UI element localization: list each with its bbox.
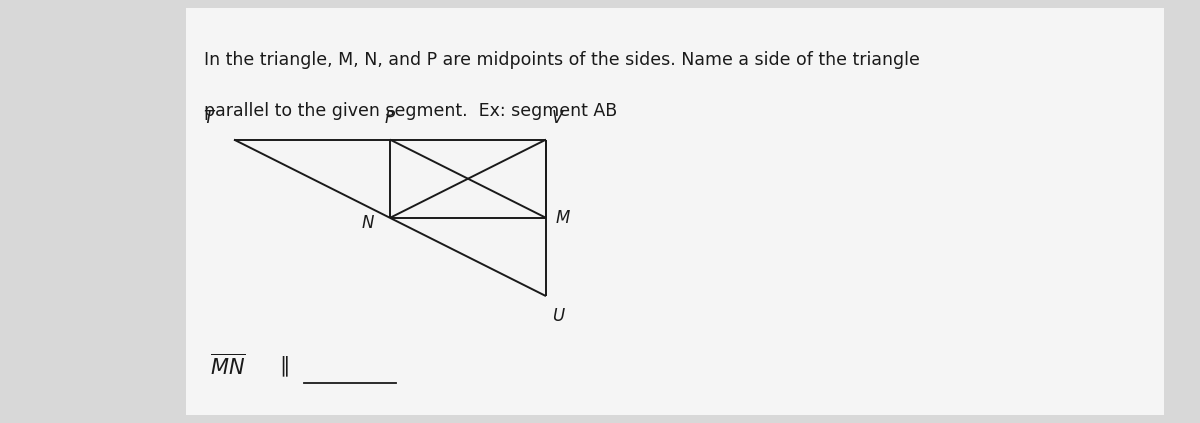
Text: parallel to the given segment.  Ex: segment AB: parallel to the given segment. Ex: segme… <box>204 102 617 120</box>
Text: M: M <box>556 209 570 227</box>
Text: T: T <box>204 109 214 127</box>
Text: N: N <box>362 214 374 232</box>
Text: P: P <box>385 109 395 127</box>
Text: V: V <box>552 109 563 127</box>
Text: ∥: ∥ <box>280 356 290 376</box>
Text: $\overline{MN}$: $\overline{MN}$ <box>210 353 246 379</box>
Text: In the triangle, M, N, and P are midpoints of the sides. Name a side of the tria: In the triangle, M, N, and P are midpoin… <box>204 51 920 69</box>
Text: U: U <box>552 307 564 325</box>
